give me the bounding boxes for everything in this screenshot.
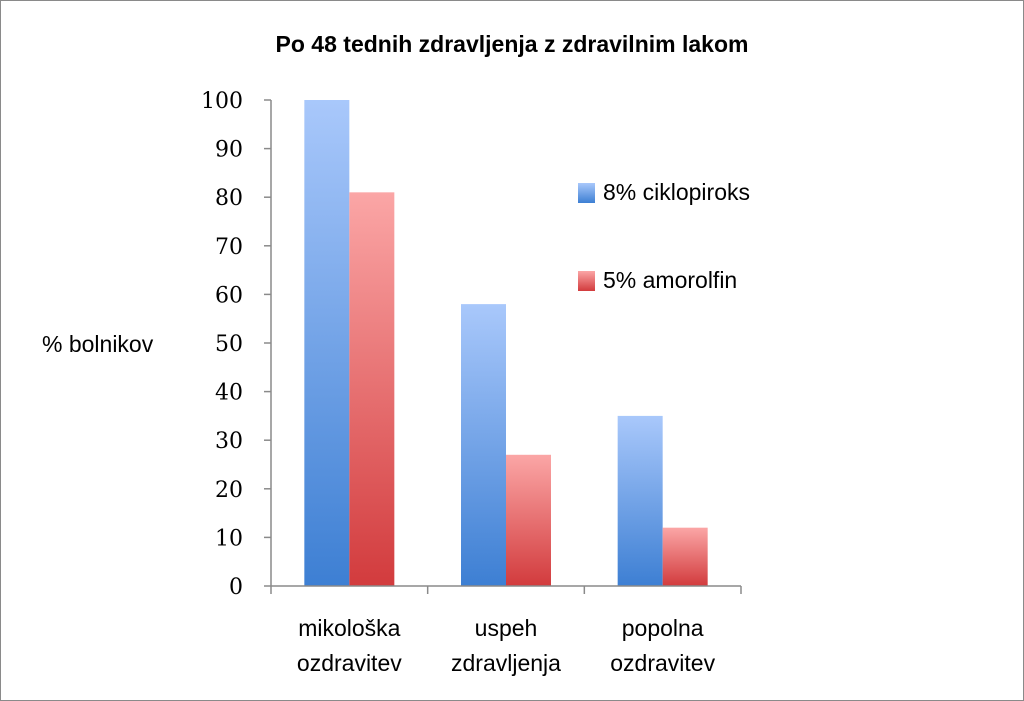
y-tick-label: 10 (215, 526, 243, 551)
y-tick-label: 70 (215, 235, 243, 260)
y-axis-label: % bolnikov (42, 331, 154, 357)
y-tick-label: 90 (215, 138, 243, 163)
plot-area: 0 10 20 30 40 50 60 70 80 90 100 mikološka ozdravite… (201, 89, 742, 676)
y-tick-label: 80 (215, 186, 243, 211)
x-category-label: mikološka (298, 615, 400, 641)
bar-series-2 (506, 454, 551, 586)
legend-label: 8% ciklopiroks (603, 179, 750, 205)
y-tick-label: 30 (215, 429, 243, 454)
bar-series-1 (304, 100, 350, 586)
legend-label: 5% amorolfin (603, 267, 737, 293)
bar-series-1 (461, 304, 506, 586)
x-category-label: uspeh (475, 615, 538, 641)
legend-swatch (578, 183, 595, 203)
x-category-label: popolna (622, 615, 704, 641)
legend: 8% ciklopiroks 5% amorolfin (578, 179, 750, 293)
y-tick-label: 20 (215, 478, 243, 503)
y-tick-label: 60 (215, 283, 243, 308)
y-tick-label: 0 (229, 575, 243, 600)
chart-title: Po 48 tednih zdravljenja z zdravilnim la… (276, 31, 749, 57)
bar-series-2 (349, 192, 395, 586)
x-category-label: ozdravitev (610, 650, 715, 676)
x-category-label: ozdravitev (297, 650, 402, 676)
y-tick-label: 50 (215, 332, 243, 357)
legend-swatch (578, 271, 595, 291)
y-tick-label: 100 (201, 89, 243, 114)
bar-series-1 (617, 415, 663, 586)
x-category-label: zdravljenja (451, 650, 561, 676)
y-tick-label: 40 (215, 381, 243, 406)
bar-series-2 (662, 527, 708, 586)
